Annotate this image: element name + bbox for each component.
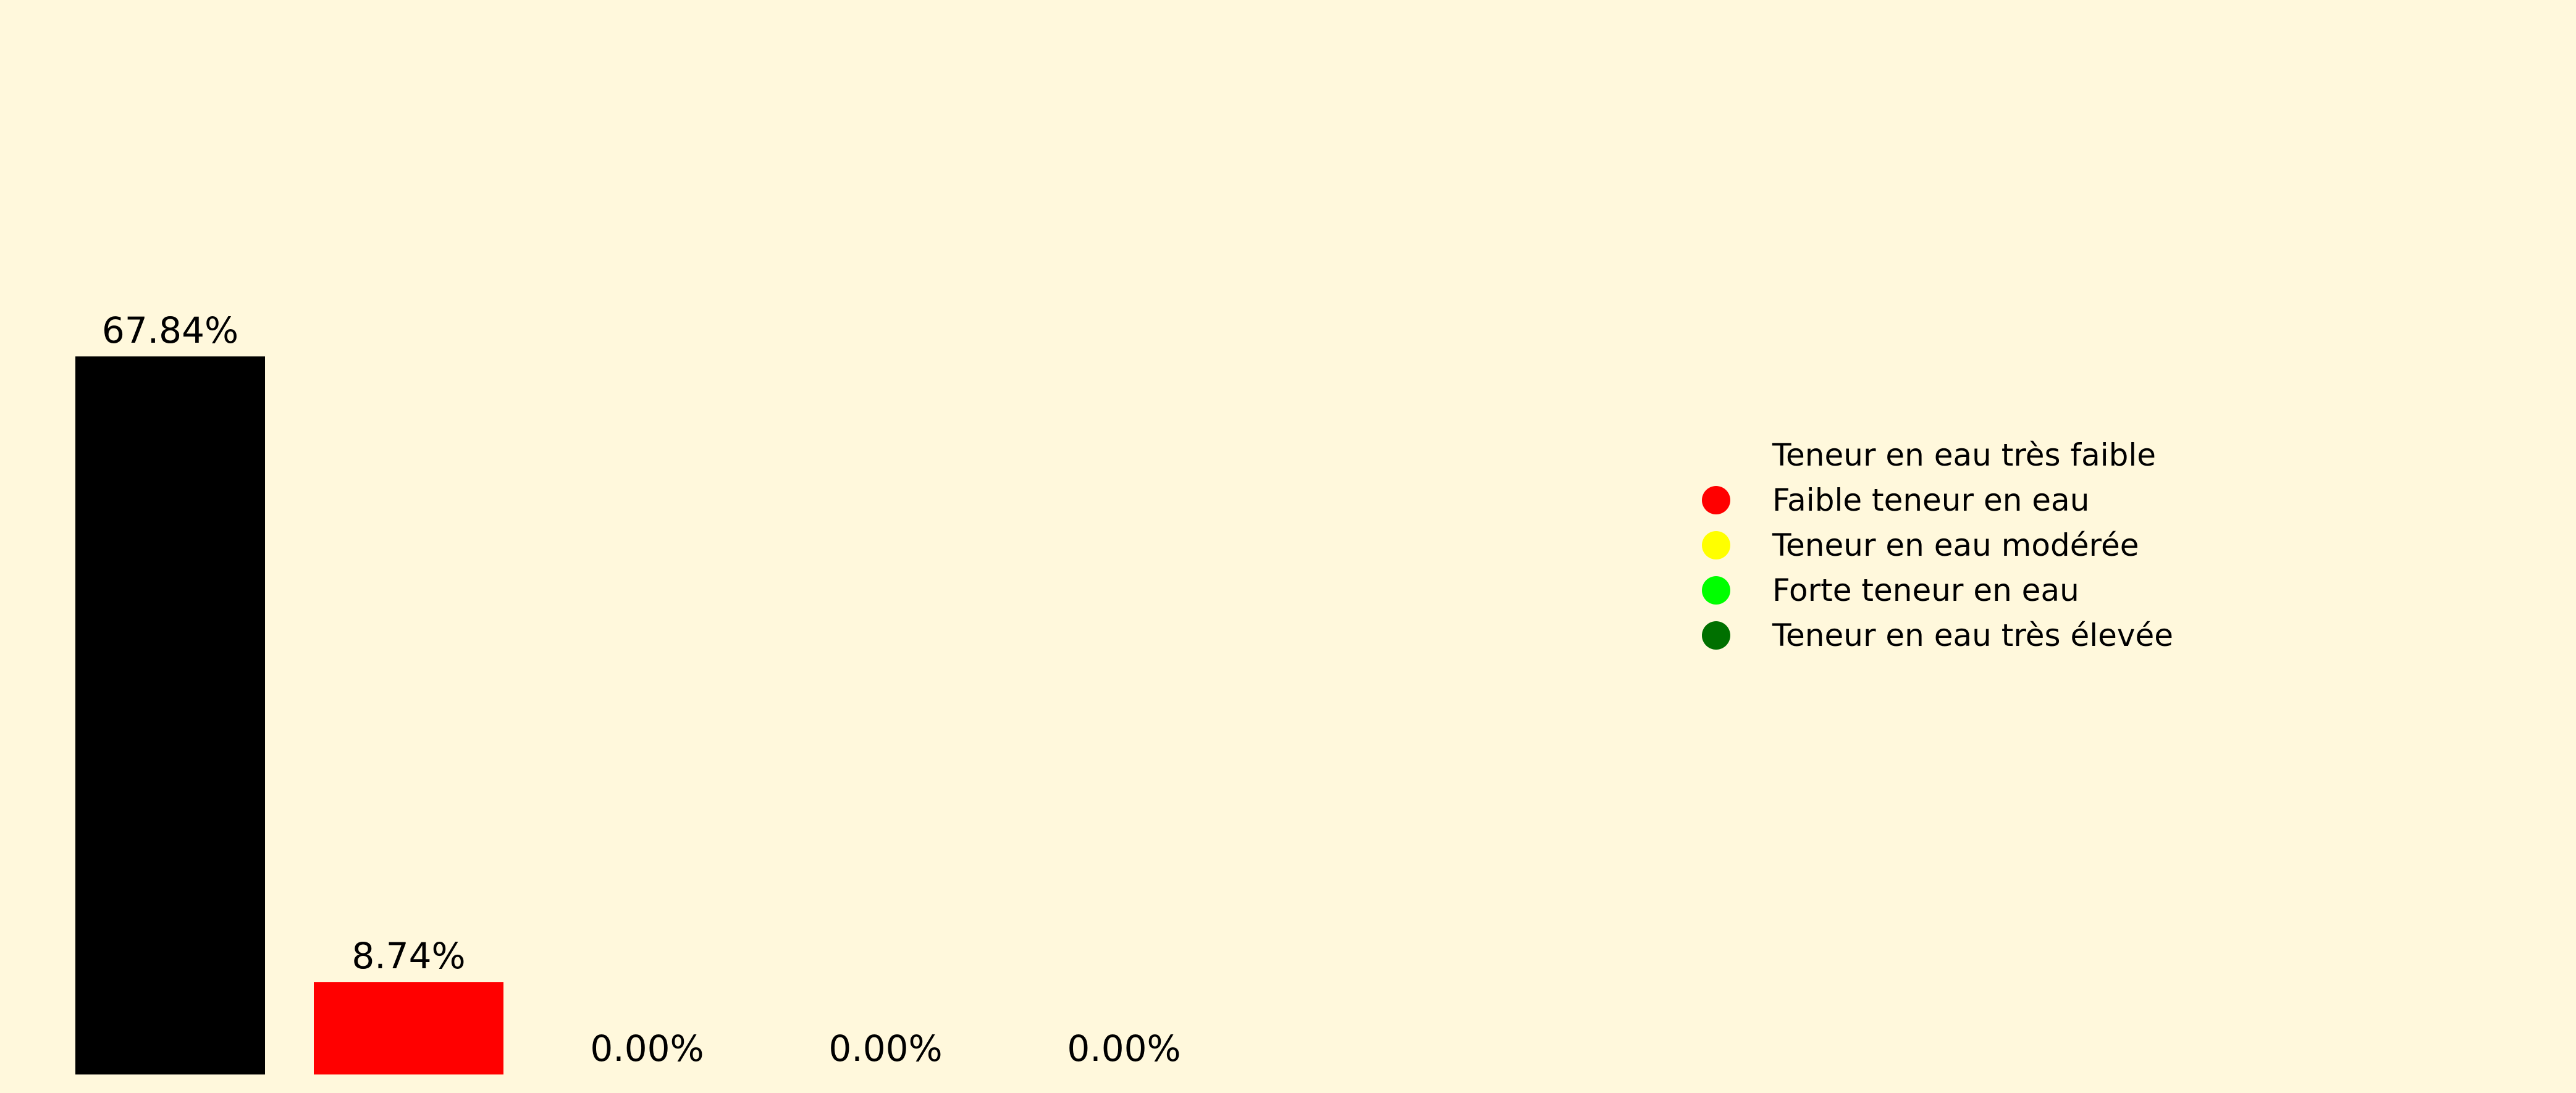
legend-label-2: Faible teneur en eau — [1772, 482, 2089, 518]
bar-value-label-4: 0.00% — [828, 1028, 942, 1070]
bar-value-label-5: 0.00% — [1067, 1028, 1181, 1070]
bar-value-label-3: 0.00% — [590, 1028, 704, 1070]
bar-value-label-1: 67.84% — [102, 309, 238, 351]
bar-2 — [314, 982, 503, 1074]
legend-marker-1 — [1702, 441, 1730, 469]
legend-label-5: Teneur en eau très élevée — [1772, 618, 2173, 653]
legend-marker-4 — [1702, 576, 1730, 605]
legend-label-4: Forte teneur en eau — [1772, 572, 2079, 608]
legend-marker-2 — [1702, 486, 1730, 514]
legend-marker-5 — [1702, 621, 1730, 650]
legend-marker-3 — [1702, 531, 1730, 559]
bar-1 — [75, 356, 265, 1074]
bars-group: 67.84% 8.74% 0.00% 0.00% 0.00% — [75, 309, 1181, 1074]
legend-label-3: Teneur en eau modérée — [1772, 527, 2139, 563]
bar-value-label-2: 8.74% — [351, 935, 465, 977]
legend: Teneur en eau très faible Faible teneur e… — [1702, 437, 2173, 653]
legend-label-1: Teneur en eau très faible — [1772, 437, 2156, 473]
